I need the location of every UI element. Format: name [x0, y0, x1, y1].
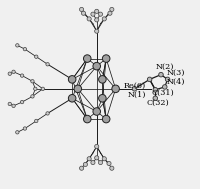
Ellipse shape	[79, 7, 83, 12]
Ellipse shape	[83, 162, 87, 167]
Ellipse shape	[94, 18, 98, 22]
Ellipse shape	[23, 127, 26, 130]
Ellipse shape	[81, 11, 85, 15]
Ellipse shape	[94, 156, 98, 160]
Ellipse shape	[152, 96, 157, 101]
Ellipse shape	[102, 55, 109, 62]
Ellipse shape	[46, 112, 49, 115]
Ellipse shape	[34, 119, 38, 123]
Ellipse shape	[147, 77, 151, 82]
Ellipse shape	[8, 102, 11, 106]
Ellipse shape	[98, 76, 106, 83]
Ellipse shape	[79, 166, 83, 170]
Text: N(1): N(1)	[127, 91, 146, 98]
Text: N(2): N(2)	[155, 63, 173, 71]
Ellipse shape	[20, 100, 24, 104]
Ellipse shape	[8, 72, 11, 75]
Ellipse shape	[106, 161, 111, 166]
Ellipse shape	[34, 55, 38, 58]
Ellipse shape	[102, 115, 109, 123]
Ellipse shape	[90, 160, 95, 165]
Ellipse shape	[31, 95, 34, 98]
Text: N(4): N(4)	[166, 78, 184, 86]
Ellipse shape	[107, 11, 111, 15]
Ellipse shape	[102, 17, 106, 21]
Ellipse shape	[109, 166, 113, 170]
Ellipse shape	[111, 85, 119, 93]
Ellipse shape	[94, 29, 98, 33]
Ellipse shape	[109, 7, 113, 12]
Ellipse shape	[12, 70, 15, 74]
Text: Re(6): Re(6)	[123, 82, 145, 90]
Ellipse shape	[20, 74, 24, 77]
Ellipse shape	[152, 88, 157, 92]
Ellipse shape	[158, 72, 162, 77]
Ellipse shape	[74, 85, 81, 93]
Ellipse shape	[98, 94, 106, 102]
Ellipse shape	[92, 108, 100, 115]
Ellipse shape	[83, 115, 91, 123]
Ellipse shape	[94, 144, 98, 149]
Ellipse shape	[94, 9, 98, 13]
Ellipse shape	[87, 157, 91, 161]
Ellipse shape	[23, 47, 26, 51]
Ellipse shape	[16, 44, 19, 47]
Ellipse shape	[46, 63, 49, 66]
Ellipse shape	[92, 62, 100, 70]
Text: C(31): C(31)	[150, 89, 173, 97]
Ellipse shape	[165, 77, 169, 82]
Ellipse shape	[98, 12, 102, 16]
Text: C(32): C(32)	[146, 99, 169, 107]
Ellipse shape	[102, 157, 106, 161]
Ellipse shape	[16, 131, 19, 134]
Ellipse shape	[162, 85, 166, 89]
Ellipse shape	[87, 17, 91, 21]
Ellipse shape	[68, 94, 76, 102]
Ellipse shape	[12, 104, 15, 108]
Ellipse shape	[90, 12, 95, 16]
Text: N(3): N(3)	[166, 69, 184, 77]
Ellipse shape	[31, 80, 34, 83]
Ellipse shape	[33, 87, 37, 91]
Ellipse shape	[83, 55, 91, 62]
Ellipse shape	[98, 160, 102, 165]
Ellipse shape	[41, 87, 44, 91]
Ellipse shape	[132, 87, 136, 91]
Ellipse shape	[68, 76, 76, 83]
